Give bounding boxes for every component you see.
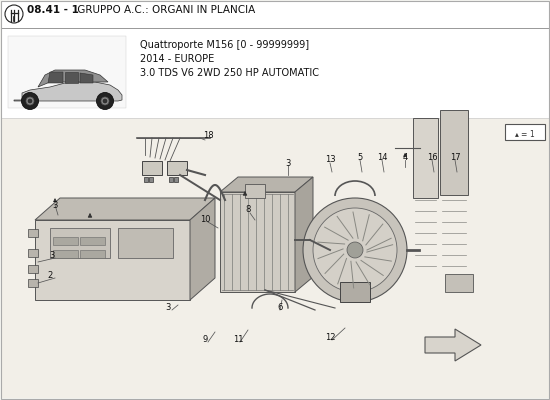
Polygon shape (295, 177, 313, 292)
Bar (505, 124, 545, 140)
Text: 11: 11 (233, 336, 243, 344)
Bar (80, 250, 105, 258)
Text: 4: 4 (403, 152, 408, 162)
Circle shape (96, 92, 113, 110)
Bar (174, 177, 178, 182)
Circle shape (28, 99, 32, 103)
Text: 13: 13 (324, 156, 336, 164)
Text: 3: 3 (52, 202, 58, 210)
Text: 3: 3 (166, 304, 170, 312)
Circle shape (21, 92, 38, 110)
Bar (28, 229, 38, 237)
Bar (80, 237, 105, 245)
Bar (1, 1, 549, 28)
Bar (50, 228, 110, 258)
Polygon shape (80, 73, 93, 83)
Bar (28, 249, 38, 257)
Bar (53, 250, 78, 258)
Bar (169, 177, 173, 182)
Polygon shape (48, 72, 63, 83)
Text: 9: 9 (202, 336, 208, 344)
Bar (142, 161, 162, 175)
Polygon shape (35, 198, 215, 220)
Bar (28, 279, 38, 287)
Text: 3: 3 (50, 250, 54, 260)
Text: 08.41 - 1: 08.41 - 1 (27, 5, 79, 15)
Text: 5: 5 (358, 152, 362, 162)
Circle shape (26, 97, 34, 105)
Text: $\blacktriangle$ = 1: $\blacktriangle$ = 1 (514, 128, 536, 139)
Text: 12: 12 (324, 334, 336, 342)
Bar (413, 118, 438, 198)
Text: 17: 17 (450, 152, 460, 162)
Text: 2: 2 (47, 270, 53, 280)
Text: 2014 - EUROPE: 2014 - EUROPE (140, 54, 214, 64)
Text: GRUPPO A.C.: ORGANI IN PLANCIA: GRUPPO A.C.: ORGANI IN PLANCIA (74, 5, 255, 15)
Circle shape (101, 97, 109, 105)
Polygon shape (14, 82, 122, 101)
Bar (149, 177, 153, 182)
Text: 8: 8 (245, 206, 251, 214)
Circle shape (103, 99, 107, 103)
Text: 18: 18 (203, 132, 213, 140)
Text: 14: 14 (377, 152, 387, 162)
Polygon shape (190, 198, 215, 300)
Bar (8, 36, 126, 108)
Bar (440, 110, 468, 195)
Polygon shape (220, 192, 295, 292)
Bar (245, 184, 265, 198)
Bar (445, 274, 473, 292)
Polygon shape (220, 177, 313, 192)
Text: 16: 16 (427, 152, 437, 162)
Bar (340, 282, 370, 302)
Bar (1, 118, 549, 398)
Bar (144, 177, 148, 182)
Bar (53, 237, 78, 245)
Text: 10: 10 (200, 216, 210, 224)
Circle shape (313, 208, 397, 292)
Bar (118, 228, 173, 258)
Text: Quattroporte M156 [0 - 99999999]: Quattroporte M156 [0 - 99999999] (140, 40, 309, 50)
Polygon shape (65, 72, 78, 83)
Polygon shape (425, 329, 481, 361)
Polygon shape (35, 220, 190, 300)
Text: 3: 3 (285, 158, 291, 168)
Circle shape (303, 198, 407, 302)
Bar (1, 28, 549, 118)
Text: 3.0 TDS V6 2WD 250 HP AUTOMATIC: 3.0 TDS V6 2WD 250 HP AUTOMATIC (140, 68, 319, 78)
Text: 6: 6 (277, 304, 283, 312)
Polygon shape (38, 70, 108, 87)
Circle shape (347, 242, 363, 258)
Bar (167, 161, 187, 175)
Bar (28, 265, 38, 273)
